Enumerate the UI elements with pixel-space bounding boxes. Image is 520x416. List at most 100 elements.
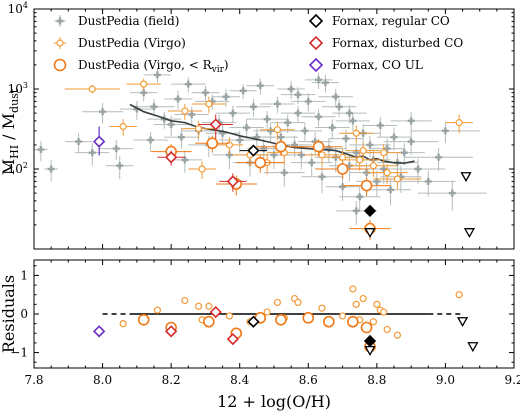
virgo-point	[349, 157, 398, 177]
virgo-marker	[119, 122, 127, 131]
residual-virgo-marker	[294, 298, 302, 307]
virgo-point	[346, 142, 381, 162]
residual-fornax-disturbed-marker	[165, 325, 178, 338]
virgo-marker	[318, 151, 326, 159]
x-tick-label: 8.4	[230, 373, 249, 387]
legend-field-plus	[56, 17, 64, 25]
field-point	[191, 85, 220, 102]
residual-fornax-ul-marker	[93, 325, 106, 338]
main-ticks	[33, 9, 515, 250]
field-marker	[112, 145, 120, 153]
field-point	[260, 96, 295, 114]
field-marker	[177, 133, 185, 141]
field-marker	[448, 189, 456, 197]
field-marker	[47, 165, 55, 173]
field-point	[82, 102, 124, 124]
virgo-point	[109, 119, 137, 136]
field-marker	[263, 115, 271, 123]
field-point	[133, 132, 168, 151]
residual-y-tick-label: 0	[20, 307, 28, 321]
field-point	[154, 115, 189, 136]
legend-marker-fornax-disturbed	[308, 35, 324, 51]
field-point	[318, 89, 353, 107]
legend-label-fornax-ul: Fornax, CO UL	[332, 58, 423, 72]
field-point	[370, 138, 405, 163]
field-point	[229, 84, 257, 99]
main-y-tick-label: 104	[8, 1, 28, 16]
residual-virgo-rvir-marker	[323, 315, 335, 328]
residual-virgo-marker	[338, 312, 347, 320]
virgo-point	[260, 121, 295, 141]
residual-virgo-marker	[181, 296, 189, 305]
residual-virgo-rvir-marker	[137, 313, 150, 326]
residual-virgo-marker	[119, 320, 127, 328]
field-point	[390, 111, 432, 134]
field-point	[301, 109, 336, 127]
x-tick-labels: 7.8 8.0 8.2 8.4 8.6 8.8 9.0 9.2	[24, 373, 520, 387]
field-point	[253, 122, 288, 142]
field-marker	[424, 177, 432, 185]
residual-virgo-marker	[349, 285, 357, 293]
legend-entry-fornax-ul: Fornax, CO UL	[308, 57, 423, 73]
legend-marker-field	[54, 15, 66, 27]
virgo-point	[445, 114, 473, 134]
residual-virgo-rvir-marker	[203, 315, 215, 328]
residuals-y-tick-labels: 1 0 −1	[10, 268, 28, 359]
field-marker	[335, 103, 343, 111]
residual-fornax-regular-marker	[247, 315, 260, 328]
legend-virgo-circle	[56, 39, 64, 47]
x-axis-label: 12 + log(O/H)	[217, 392, 331, 411]
field-marker	[400, 149, 408, 157]
virgo-point	[339, 125, 374, 144]
field-marker	[229, 109, 237, 117]
virgo-marker	[352, 129, 360, 137]
fornax-disturbed-marker	[209, 118, 222, 131]
residual-virgo-marker	[352, 300, 360, 308]
virgo-rvir-point	[215, 175, 257, 196]
field-point	[291, 93, 326, 112]
virgo-point	[167, 103, 202, 120]
virgo-marker	[383, 169, 391, 177]
field-point	[215, 105, 250, 123]
virgo-rvir-marker	[360, 179, 373, 192]
virgo-marker	[369, 162, 378, 170]
virgo-marker	[194, 124, 203, 133]
residual-virgo-marker	[205, 302, 213, 310]
field-marker	[256, 82, 264, 90]
fornax-upper-limit-marker	[460, 172, 472, 183]
residual-virgo-marker	[380, 308, 388, 316]
virgo-rvir-point	[236, 154, 285, 173]
field-point	[64, 133, 93, 153]
field-marker	[332, 93, 340, 101]
x-tick-label: 9.0	[436, 373, 455, 387]
fornax-ul-marker	[93, 135, 106, 148]
legend-virgo-rvir-circle	[53, 58, 67, 72]
field-point	[34, 140, 48, 162]
field-marker	[414, 165, 422, 173]
field-marker	[304, 97, 312, 105]
field-point	[143, 68, 172, 83]
residual-virgo-marker	[194, 302, 203, 310]
virgo-point	[181, 120, 216, 139]
field-marker	[441, 127, 449, 135]
legend-marker-virgo	[54, 37, 66, 49]
legend-marker-fornax-ul	[308, 57, 324, 73]
field-point	[332, 105, 367, 124]
field-point	[390, 158, 446, 184]
legend-label-virgo-rvir: DustPedia (Virgo, < Rvir)	[78, 58, 229, 75]
field-marker	[301, 127, 309, 135]
field-marker	[287, 85, 295, 93]
field-point	[363, 116, 398, 138]
main-y-tick-label: 103	[8, 81, 28, 96]
residual-fornax-disturbed-marker	[209, 305, 222, 319]
field-marker	[184, 80, 192, 88]
legend: DustPedia (field) DustPedia (Virgo) Dust…	[53, 13, 463, 75]
field-point	[263, 162, 305, 187]
field-point	[411, 121, 480, 144]
virgo-rvir-marker	[275, 140, 287, 153]
virgo-point	[191, 96, 226, 114]
legend-entry-fornax-disturbed: Fornax, disturbed CO	[308, 35, 463, 51]
residual-virgo-rvir-marker	[360, 321, 373, 334]
x-tick-label: 8.0	[93, 373, 112, 387]
field-point	[236, 98, 271, 117]
